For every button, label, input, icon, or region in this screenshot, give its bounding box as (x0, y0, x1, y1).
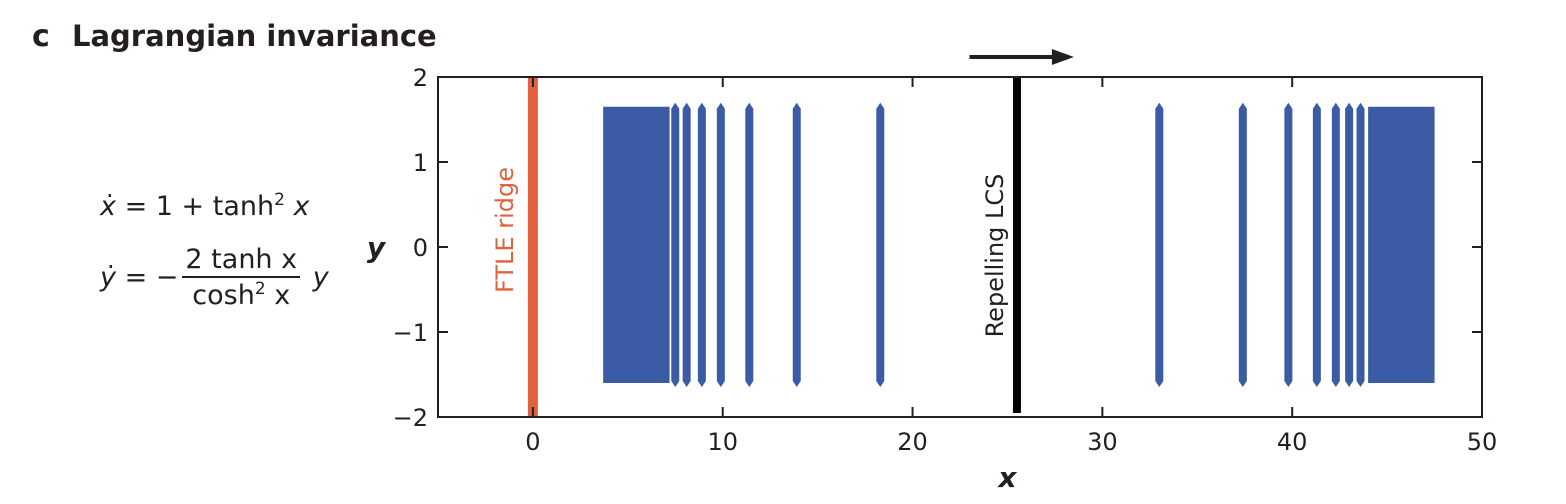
feature-lines (527, 77, 1021, 417)
ydot-denominator: cosh2 x (182, 278, 300, 311)
y-tick-label: 1 (413, 149, 428, 177)
ydot-den-cosh: cosh (192, 280, 255, 311)
x-tick-label: 30 (1087, 428, 1118, 456)
particle-line (1331, 102, 1340, 387)
ydot-rhs-variable: y (312, 262, 329, 293)
particle-line (716, 102, 725, 387)
panel-letter: c (32, 19, 50, 54)
dot-icon: · (106, 182, 114, 210)
ydot-den-x: x (265, 280, 291, 311)
ftle-ridge-label: FTLE ridge (491, 167, 519, 293)
particle-block-1 (1368, 106, 1435, 383)
ftle-ridge-line (527, 77, 538, 417)
x-axis-label: x (996, 461, 1017, 494)
ydot-equals: = − (124, 262, 179, 293)
dot-icon: · (107, 253, 115, 281)
flow-direction-arrow-icon (969, 49, 1074, 65)
ydot-den-exponent: 2 (254, 279, 266, 299)
particle-line (1356, 102, 1365, 387)
ydot-fraction: 2 tanh x cosh2 x (182, 244, 301, 311)
particle-line (1238, 102, 1247, 387)
x-tick-label: 20 (897, 428, 928, 456)
y-tick-label: −1 (393, 319, 428, 347)
arrow-head (1051, 49, 1074, 65)
particle-block-0 (603, 106, 670, 383)
particle-line (671, 102, 680, 387)
particle-line (1345, 102, 1354, 387)
equation-xdot: x · = 1 + tanh2 x (100, 182, 310, 222)
y-tick-label: 2 (413, 64, 428, 92)
particle-line (697, 102, 706, 387)
particle-line (876, 102, 885, 387)
y-tick-label: 0 (413, 234, 428, 262)
repelling-lcs-label: Repelling LCS (981, 174, 1009, 338)
particle-line (1312, 102, 1321, 387)
repelling-lcs-line (1012, 77, 1021, 413)
x-tick-label: 50 (1467, 428, 1498, 456)
equation-ydot: y · = − 2 tanh x cosh2 x y (100, 244, 329, 311)
panel-title: Lagrangian invariance (72, 19, 437, 53)
particle-line (792, 102, 801, 387)
x-tick-label: 10 (707, 428, 738, 456)
particle-line (1155, 102, 1164, 387)
ydot-variable: y (100, 262, 116, 293)
particle-bands (603, 102, 1435, 387)
particle-line (1284, 102, 1293, 387)
axis-ticks (438, 76, 1483, 418)
x-tick-label: 0 (525, 428, 540, 456)
xdot-exponent: 2 (274, 190, 285, 210)
xdot-rhs-variable: x (293, 191, 310, 222)
y-axis-label: y (367, 231, 387, 264)
y-tick-label: −2 (393, 404, 428, 432)
ydot-numerator: 2 tanh x (182, 244, 301, 278)
xdot-rhs: = 1 + tanh (124, 191, 275, 222)
x-tick-label: 40 (1277, 428, 1308, 456)
plot-frame (437, 76, 1483, 418)
particle-line (745, 102, 754, 387)
particle-line (682, 102, 691, 387)
xdot-variable: x (100, 191, 116, 222)
